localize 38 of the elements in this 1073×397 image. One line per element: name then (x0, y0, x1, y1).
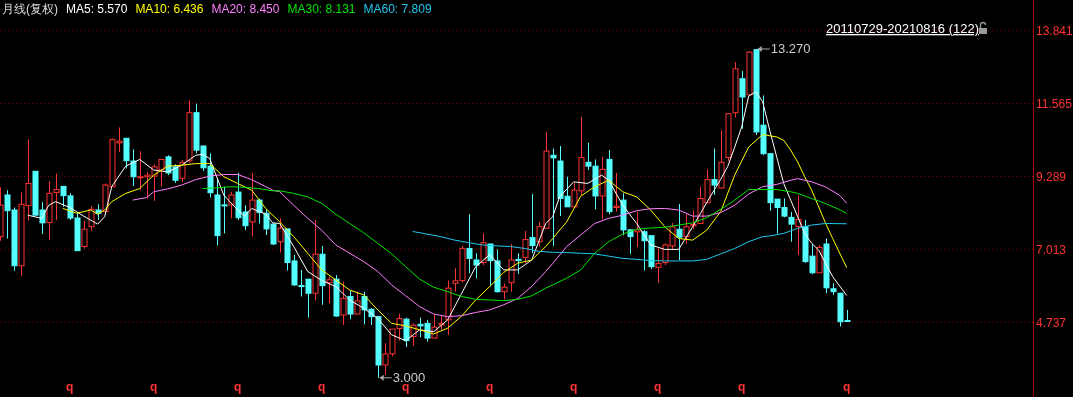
y-tick-label: 11.565 (1036, 97, 1073, 112)
y-tick-label: 7.013 (1036, 242, 1067, 257)
text: MA5: 5.570 (66, 2, 128, 16)
x-tick-label: q (234, 380, 242, 394)
x-tick-label: q (843, 380, 851, 394)
text: MA30: 8.131 (287, 2, 356, 16)
candlestick (46, 180, 53, 241)
text: MA10: 6.436 (135, 2, 204, 16)
candlestick (186, 99, 193, 164)
x-tick-label: q (318, 380, 326, 394)
candlestick (466, 213, 473, 274)
candlestick (53, 173, 60, 221)
y-tick-label: 9.289 (1036, 169, 1067, 184)
text: MA60: 7.809 (363, 2, 432, 16)
x-tick-label: q (738, 380, 746, 394)
candlestick (795, 194, 802, 256)
y-tick-label: 4.737 (1036, 315, 1067, 330)
text: MA20: 8.450 (211, 2, 280, 16)
x-tick-label: q (654, 380, 662, 394)
chart-title: 月线(复权) (2, 2, 58, 16)
y-tick-label: 13.841 (1036, 24, 1073, 39)
candlestick (613, 172, 620, 213)
x-tick-label: q (570, 380, 578, 394)
line-series (132, 173, 848, 318)
annotation: 13.270 (770, 41, 811, 57)
candlestick (312, 219, 319, 302)
line-series (27, 91, 848, 342)
candlestick (249, 172, 256, 238)
annotation: 20110729-20210816 (122) (826, 21, 980, 36)
candlestick (319, 245, 326, 306)
x-tick-label: q (150, 380, 158, 394)
x-tick-label: q (486, 380, 494, 394)
candlestick (676, 203, 683, 261)
x-tick-label: q (66, 380, 74, 394)
candlestick (830, 282, 837, 296)
candlestick (655, 247, 662, 284)
candlestick (599, 156, 606, 220)
line-series (202, 186, 848, 302)
